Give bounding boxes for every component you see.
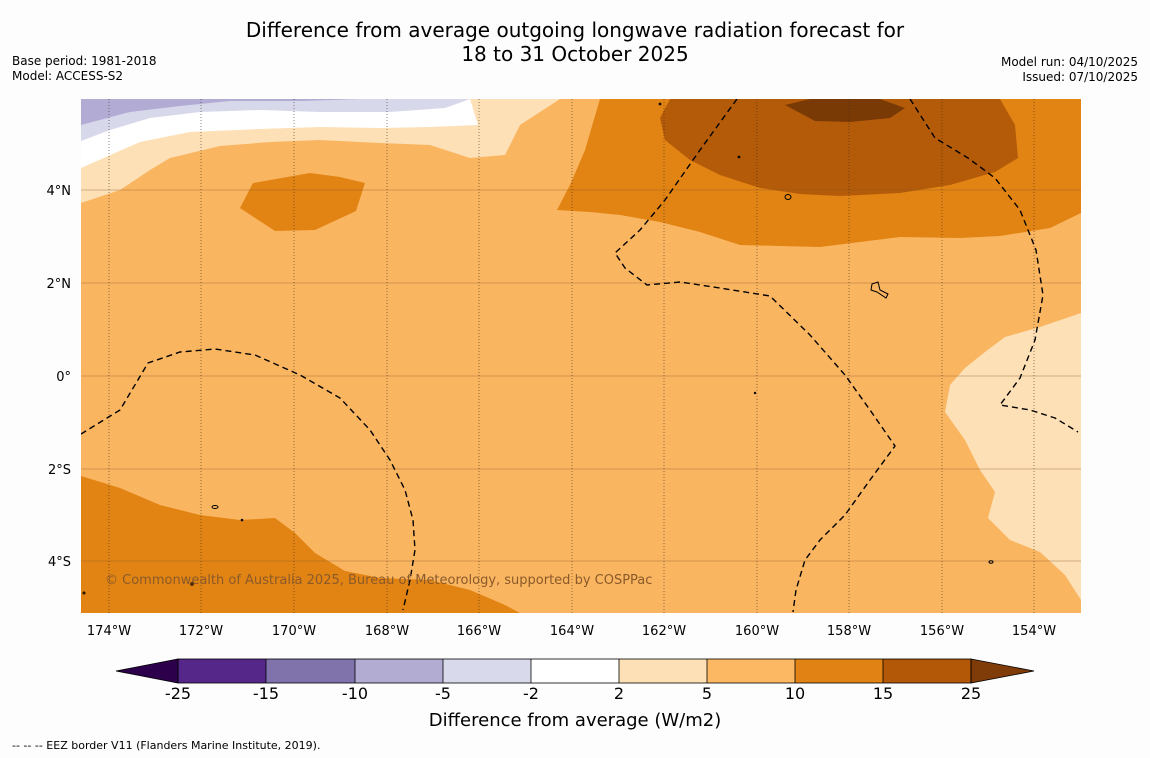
lat-tick: 2°S (48, 463, 71, 478)
island-5 (784, 194, 792, 200)
meta-left: Base period: 1981-2018 Model: ACCESS-S2 (12, 54, 157, 84)
colorbar-tick: -15 (253, 684, 279, 703)
island-4 (82, 591, 86, 595)
chart-title: Difference from average outgoing longwav… (0, 18, 1150, 66)
lat-tick: 4°N (47, 184, 72, 199)
colorbar-swatch (795, 659, 883, 683)
island-1 (211, 505, 219, 509)
eez-border-central (614, 99, 896, 613)
field-orange-bottomleft (81, 476, 520, 613)
issued-date: Issued: 07/10/2025 (1022, 70, 1138, 84)
lon-tick-labels: 174°W 172°W 170°W 168°W 166°W 164°W 162°… (87, 624, 1056, 639)
eez-border-kiribati-west (81, 348, 416, 611)
colorbar-tick: 10 (785, 684, 805, 703)
island-8 (753, 391, 757, 395)
colorbar-swatch (178, 659, 266, 683)
island-kiritimati (870, 281, 889, 299)
title-line-2: 18 to 31 October 2025 (461, 42, 689, 66)
colorbar-frame (177, 658, 972, 684)
lon-tick: 162°W (642, 624, 686, 639)
model-run: Model run: 04/10/2025 (1000, 55, 1138, 69)
lon-tick: 168°W (365, 624, 409, 639)
colorbar-tick: -2 (523, 684, 539, 703)
colorbar-extend-low (115, 658, 179, 684)
lon-tick: 166°W (457, 624, 501, 639)
island-7 (658, 102, 662, 106)
colorbar-tick-labels: -25 -15 -10 -5 -2 2 5 10 15 25 (165, 684, 981, 703)
lon-tick: 174°W (87, 624, 131, 639)
lat-tick: 4°S (48, 555, 71, 570)
colorbar-title: Difference from average (W/m2) (429, 710, 721, 731)
field-light-right (945, 313, 1081, 600)
colorbar-tick: -25 (165, 684, 191, 703)
lat-gridlines (81, 189, 1081, 562)
model-name: Model: ACCESS-S2 (12, 69, 124, 83)
lat-tick-labels: 4°N 2°N 0° 2°S 4°S (47, 184, 72, 570)
field-dark-orange-top (660, 99, 1018, 196)
field-orange-patch (240, 173, 365, 231)
island-3 (190, 582, 194, 586)
field-lavender-light (81, 99, 470, 141)
field-brown-top (785, 99, 905, 122)
colorbar-swatch (266, 659, 355, 683)
lon-tick: 170°W (272, 624, 316, 639)
base-period: Base period: 1981-2018 (12, 54, 157, 68)
eez-legend-note: -- -- -- EEZ border V11 (Flanders Marine… (12, 739, 321, 752)
colorbar-tick: 25 (961, 684, 981, 703)
colorbar-swatch (619, 659, 707, 683)
lon-tick: 164°W (550, 624, 594, 639)
map-area (81, 99, 1081, 613)
lon-tick: 160°W (735, 624, 779, 639)
colorbar-swatch (883, 659, 971, 683)
field-lavender-dark (81, 99, 360, 125)
island-2 (240, 518, 244, 522)
lon-tick: 154°W (1012, 624, 1056, 639)
colorbar-extend-high (970, 658, 1035, 684)
eez-borders (81, 99, 1079, 613)
colorbar-swatch (531, 659, 619, 683)
colorbar-swatch (355, 659, 443, 683)
lon-tick: 156°W (920, 624, 964, 639)
colorbar-tick: 2 (614, 684, 624, 703)
colorbar: -25 -15 -10 -5 -2 2 5 10 15 25 Differenc… (115, 658, 1035, 731)
colorbar-tick: -5 (435, 684, 451, 703)
island-9 (988, 560, 994, 564)
colorbar-swatch (443, 659, 531, 683)
colorbar-tick: 15 (873, 684, 893, 703)
copyright-text: © Commonwealth of Australia 2025, Bureau… (105, 573, 652, 588)
meta-right: Model run: 04/10/2025 Issued: 07/10/2025 (1001, 55, 1138, 85)
lon-tick: 158°W (827, 624, 871, 639)
lat-tick: 0° (56, 370, 71, 385)
eez-border-east (909, 99, 1079, 433)
title-line-1: Difference from average outgoing longwav… (245, 18, 905, 42)
colorbar-tick: 5 (702, 684, 712, 703)
islands (82, 102, 994, 595)
lat-tick: 2°N (47, 277, 72, 292)
lon-tick: 172°W (179, 624, 223, 639)
colorbar-swatch (707, 659, 795, 683)
colorbar-tick: -10 (342, 684, 368, 703)
island-6 (737, 155, 741, 159)
field-white-topleft (81, 99, 478, 168)
